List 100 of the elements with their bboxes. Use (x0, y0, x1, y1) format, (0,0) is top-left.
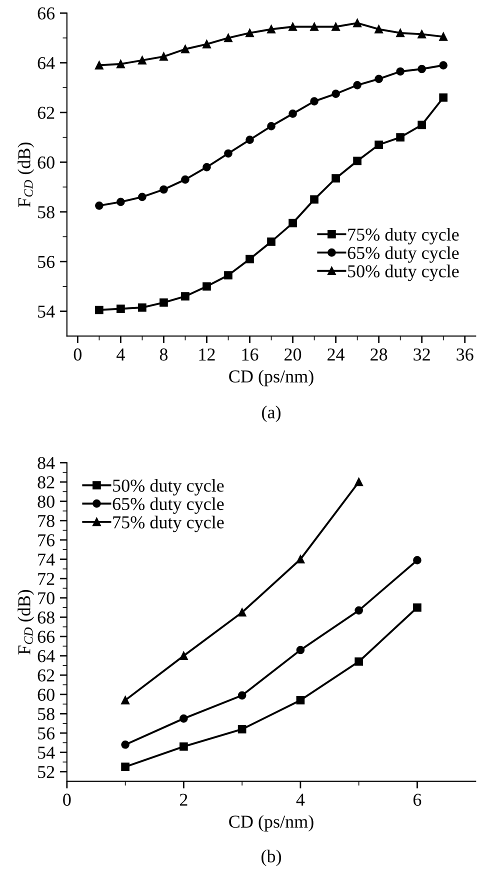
x-tick-label: 2 (180, 794, 188, 806)
point (180, 714, 188, 723)
point (418, 120, 426, 130)
point (267, 238, 276, 246)
y-axis-title: F$_{CD}$ (dB) (18, 142, 34, 208)
point (267, 122, 276, 130)
x-axis-title: CD (ps/nm) (229, 815, 314, 832)
y-tick-label: 74 (38, 554, 55, 566)
point (160, 52, 168, 61)
y-tick-label: 76 (38, 534, 55, 546)
point (180, 652, 188, 660)
point (238, 608, 246, 617)
point (224, 149, 232, 158)
point (296, 646, 305, 654)
point (202, 40, 211, 48)
point (121, 762, 130, 772)
point (238, 691, 246, 700)
point (202, 162, 211, 172)
point (138, 56, 146, 64)
x-tick-label: 28 (370, 348, 388, 361)
y-tick-label: 56 (38, 256, 55, 268)
y-axis-title: F$_{CD}$ (dB) (18, 590, 34, 654)
x-tick-label: 4 (116, 348, 125, 360)
point (116, 60, 125, 68)
legend-label: 65% duty cycle (112, 497, 224, 514)
point (396, 133, 404, 142)
y-tick-label: 70 (38, 592, 54, 604)
x-tick-label: 6 (413, 794, 422, 806)
y-tick-label: 64 (38, 650, 55, 662)
x-tick-label: 8 (160, 348, 168, 361)
point (95, 201, 104, 210)
point (332, 22, 340, 31)
point (138, 303, 146, 312)
point (310, 195, 318, 204)
y-tick-label: 62 (38, 669, 54, 682)
y-tick-label: 82 (38, 476, 54, 488)
point (95, 306, 104, 314)
x-tick-label: 0 (63, 794, 71, 806)
point (116, 198, 125, 206)
x-tick-label: 12 (199, 348, 215, 360)
y-tick-label: 58 (38, 708, 54, 720)
y-tick-label: 84 (38, 456, 55, 470)
point (246, 136, 254, 144)
y-tick-label: 78 (38, 514, 54, 528)
point (439, 61, 448, 70)
x-tick-label: 32 (414, 348, 430, 361)
point (353, 18, 362, 28)
point (138, 192, 146, 202)
x-axis-title: CD (ps/nm) (229, 370, 314, 386)
point (267, 25, 276, 34)
y-tick-label: 56 (38, 727, 55, 740)
point (296, 696, 305, 704)
y-tick-label: 60 (38, 688, 54, 701)
point (354, 657, 364, 666)
point (160, 298, 168, 307)
legend-label: 50% duty cycle (348, 264, 459, 282)
legend-label: 65% duty cycle (348, 246, 459, 263)
point (121, 740, 130, 749)
y-tick-label: 72 (38, 572, 54, 585)
point (224, 271, 232, 280)
point (418, 64, 426, 74)
point (180, 742, 188, 751)
point (288, 22, 297, 31)
point (332, 174, 340, 182)
legend-label: 75% duty cycle (113, 516, 224, 532)
text: (a) (262, 406, 280, 422)
point (181, 44, 190, 54)
point (439, 32, 448, 41)
point (224, 34, 232, 42)
y-tick-label: 64 (38, 57, 55, 70)
point (288, 218, 297, 228)
point (396, 67, 404, 76)
point (288, 110, 297, 118)
y-tick-label: 66 (38, 7, 55, 20)
point (332, 90, 340, 98)
x-tick-label: 4 (296, 794, 305, 806)
point (121, 696, 130, 704)
point (95, 61, 104, 70)
point (160, 185, 168, 194)
point (374, 140, 383, 149)
point (418, 30, 426, 38)
point (296, 555, 305, 564)
point (413, 556, 422, 564)
point (374, 74, 383, 84)
point (439, 93, 448, 102)
point (246, 28, 254, 38)
point (246, 254, 254, 264)
point (116, 304, 125, 313)
y-tick-label: 58 (38, 206, 54, 218)
y-tick-label: 66 (38, 630, 55, 643)
x-tick-label: 36 (456, 348, 474, 361)
x-tick-label: 24 (328, 348, 345, 360)
point (353, 156, 362, 166)
y-tick-label: 54 (38, 306, 55, 318)
point (181, 175, 190, 184)
legend-label: 75% duty cycle (348, 228, 459, 244)
text: (b) (262, 850, 281, 866)
point (353, 80, 362, 90)
point (181, 292, 190, 301)
y-tick-label: 68 (38, 611, 54, 624)
